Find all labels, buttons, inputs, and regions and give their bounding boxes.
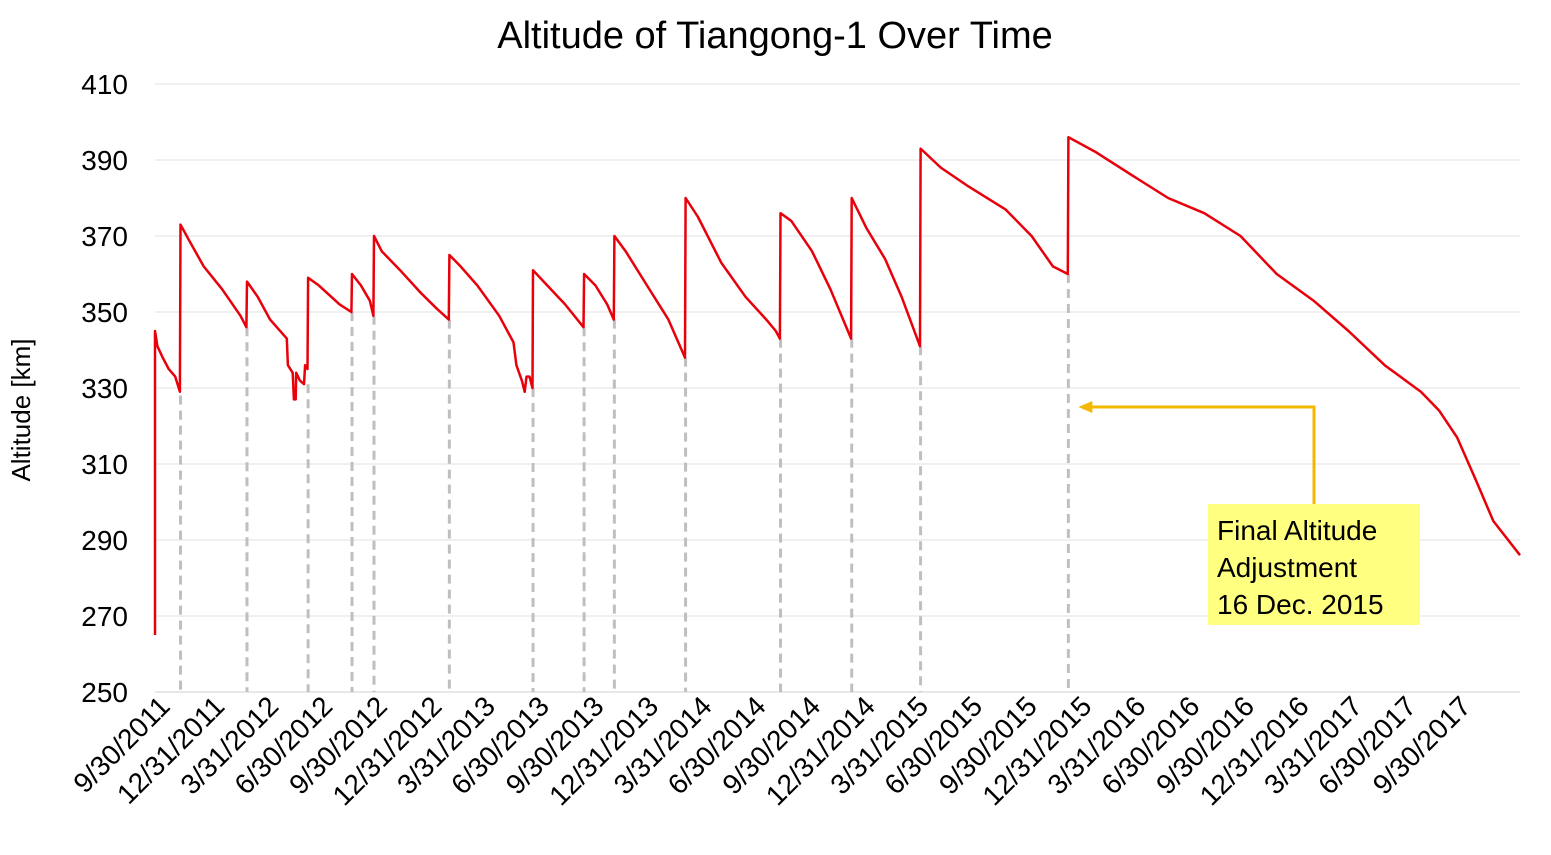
y-tick-label: 290 <box>81 525 128 556</box>
gridlines <box>155 83 1520 693</box>
annotation-arrowhead <box>1078 401 1093 413</box>
series-layer <box>153 135 1521 635</box>
annotation-box <box>1208 504 1420 625</box>
y-tick-label: 250 <box>81 677 128 708</box>
annotation-arrow <box>1090 405 1316 504</box>
y-tick-label: 330 <box>81 373 128 404</box>
x-axis-ticks: 9/30/201112/31/20113/31/20126/30/20129/3… <box>67 690 1476 811</box>
annotation-text: 16 Dec. 2015 <box>1217 589 1384 620</box>
y-tick-label: 270 <box>81 601 128 632</box>
y-axis-label: Altitude [km] <box>6 338 36 481</box>
boost-markers <box>179 274 1070 692</box>
y-tick-label: 350 <box>81 297 128 328</box>
altitude-series-line <box>153 135 1521 635</box>
y-tick-label: 370 <box>81 221 128 252</box>
y-tick-label: 390 <box>81 145 128 176</box>
annotation-text: Final Altitude <box>1217 515 1377 546</box>
y-axis-ticks: 250 270 290 310 330 350 370 390 410 <box>81 69 128 708</box>
annotation-text: Adjustment <box>1217 552 1357 583</box>
y-tick-label: 310 <box>81 449 128 480</box>
y-tick-label: 410 <box>81 69 128 100</box>
annotation: Final Altitude Adjustment 16 Dec. 2015 <box>1078 401 1420 625</box>
chart-title: Altitude of Tiangong-1 Over Time <box>497 15 1053 57</box>
